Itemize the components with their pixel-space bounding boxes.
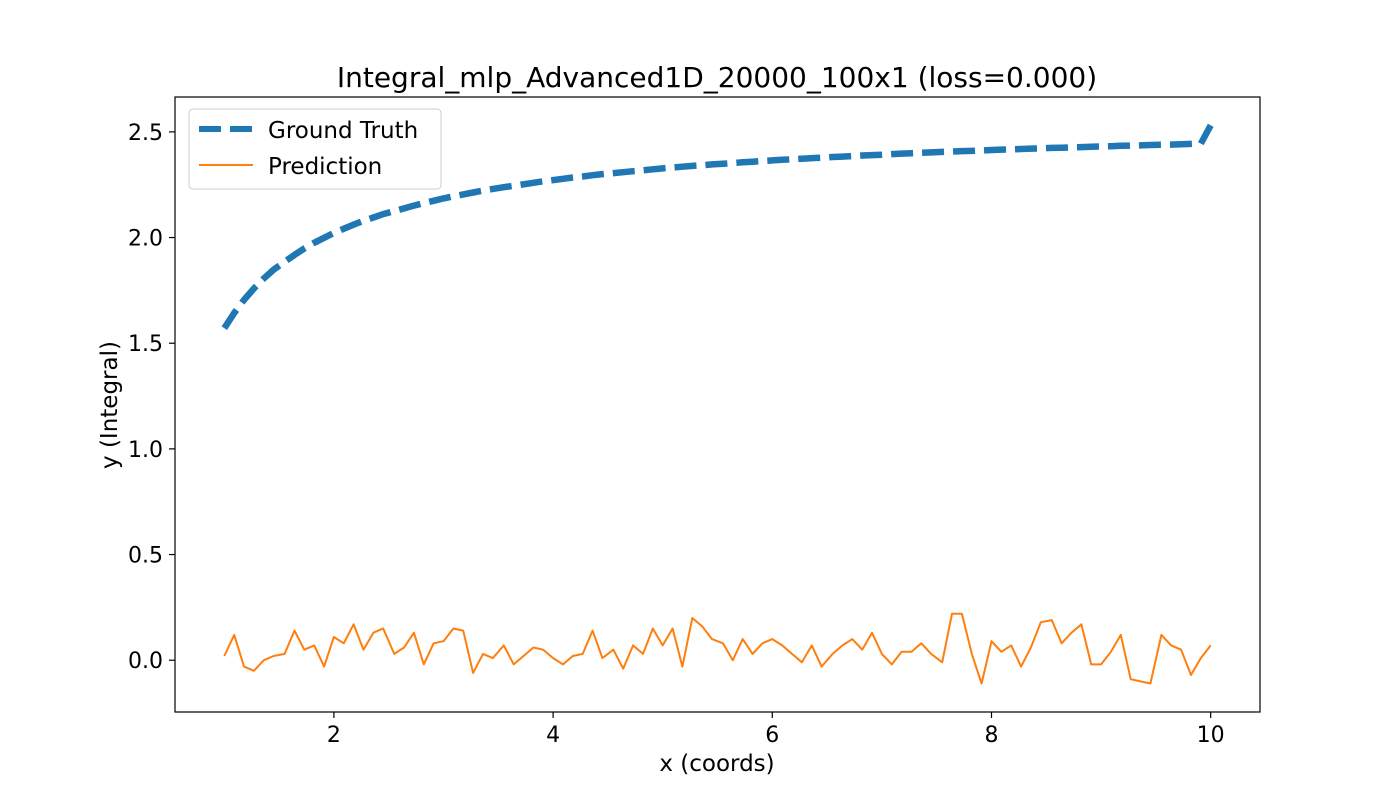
y-tick-label: 1.5 — [128, 332, 163, 357]
x-tick-label: 4 — [546, 723, 560, 748]
y-tick-label: 1.0 — [128, 438, 163, 463]
y-tick-label: 2.5 — [128, 121, 163, 146]
legend-prediction-label: Prediction — [268, 154, 382, 180]
y-tick-label: 0.0 — [128, 649, 163, 674]
chart-title: Integral_mlp_Advanced1D_20000_100x1 (los… — [337, 61, 1097, 94]
x-tick-label: 6 — [765, 723, 779, 748]
series-layer — [221, 123, 1214, 685]
x-tick-label: 8 — [984, 723, 998, 748]
x-tick-label: 10 — [1197, 723, 1225, 748]
plot-frame — [174, 96, 1261, 713]
x-tick-label: 2 — [327, 723, 341, 748]
x-axis-label: x (coords) — [659, 751, 774, 777]
legend-ground-truth-label: Ground Truth — [268, 118, 418, 144]
y-tick-label: 2.0 — [128, 227, 163, 252]
legend: Ground Truth Prediction — [188, 108, 442, 190]
y-axis-ticks: 0.0 0.5 1.0 1.5 2.0 2.5 — [128, 121, 175, 674]
plot-area — [175, 97, 1260, 712]
series-line-prediction — [223, 612, 1212, 685]
y-axis-label: y (Integral) — [97, 341, 123, 469]
series-line-ground-truth — [221, 123, 1214, 330]
x-axis-ticks: 2 4 6 8 10 — [327, 712, 1225, 748]
y-tick-label: 0.5 — [128, 544, 163, 569]
